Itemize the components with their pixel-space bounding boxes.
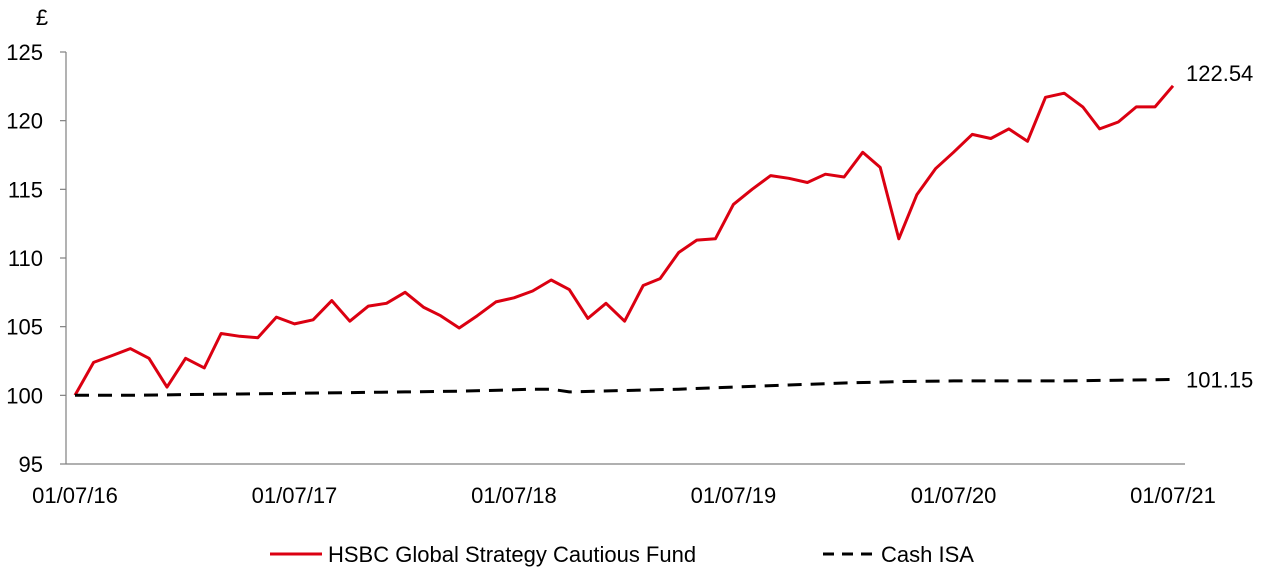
x-tick-label: 01/07/21	[1130, 483, 1216, 508]
series-line-hsbc-fund	[73, 84, 1175, 397]
y-tick-label: 110	[8, 246, 43, 271]
x-tick-label: 01/07/20	[911, 483, 997, 508]
x-tick-label: 01/07/18	[471, 483, 557, 508]
x-tick-label: 01/07/17	[252, 483, 338, 508]
y-tick-label: 105	[6, 315, 43, 340]
legend-label: Cash ISA	[881, 542, 974, 567]
y-tick-label: 95	[19, 452, 43, 477]
legend-label: HSBC Global Strategy Cautious Fund	[328, 542, 696, 567]
end-labels: 122.54 101.15	[1186, 61, 1253, 393]
axes	[60, 51, 1185, 465]
end-value-label: 122.54	[1186, 61, 1253, 86]
x-tick-label: 01/07/19	[691, 483, 777, 508]
y-tick-label: 115	[8, 177, 43, 202]
series-layer	[73, 84, 1175, 397]
end-value-label: 101.15	[1186, 368, 1253, 393]
legend: HSBC Global Strategy Cautious Fund Cash I…	[270, 542, 974, 567]
y-tick-label: 120	[6, 109, 43, 134]
x-tick-label: 01/07/16	[32, 483, 118, 508]
y-tick-label: 100	[6, 383, 43, 408]
y-tick-label: 125	[6, 40, 43, 65]
series-line-cash-isa	[75, 378, 1174, 397]
y-axis-unit-label: £	[36, 5, 48, 30]
tick-labels: 95 100 105 110 115 120 125 01/07/16 01/07/17 01/0…	[6, 40, 1216, 508]
